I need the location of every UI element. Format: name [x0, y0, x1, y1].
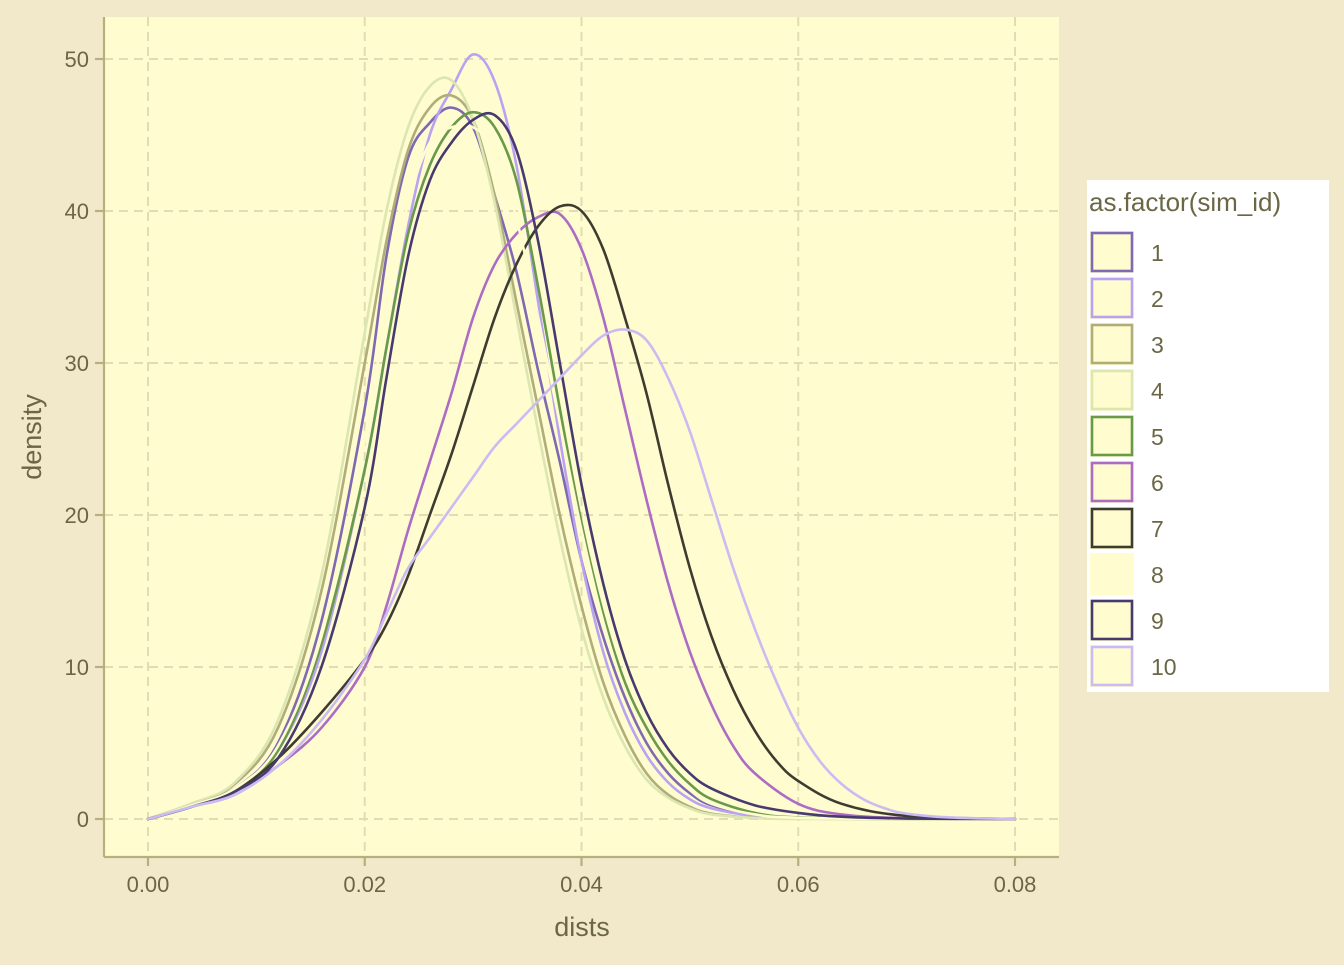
x-tick-label: 0.02	[343, 872, 386, 897]
legend-items: 1 2 3 4 5 6 7 8 9 10	[1090, 231, 1177, 687]
legend-key-10	[1090, 645, 1134, 687]
legend-label: 10	[1151, 654, 1177, 680]
legend-label: 2	[1151, 286, 1164, 312]
legend-key-4	[1090, 369, 1134, 411]
legend-key-8	[1090, 553, 1134, 595]
legend-label: 6	[1151, 470, 1164, 496]
legend-label: 4	[1151, 378, 1164, 404]
legend-key-border-3	[1090, 323, 1134, 365]
y-tick-label: 20	[65, 503, 89, 528]
legend-label: 5	[1151, 424, 1164, 450]
legend-key-1	[1090, 231, 1134, 273]
series-line-1	[146, 106, 1017, 821]
series-line-10	[146, 328, 1017, 821]
legend-key-5	[1090, 415, 1134, 457]
x-tick-label: 0.06	[777, 872, 820, 897]
series-line-8	[146, 123, 1017, 821]
legend-key-border-4	[1090, 369, 1134, 411]
y-tick-label: 50	[65, 47, 89, 72]
y-axis-label: density	[17, 394, 47, 480]
x-tick-label: 0.04	[560, 872, 603, 897]
series-line-9	[146, 111, 1017, 821]
legend-key-border-10	[1090, 645, 1134, 687]
series-line-6	[146, 210, 1017, 821]
legend-title: as.factor(sim_id)	[1089, 187, 1281, 217]
legend-key-border-9	[1090, 599, 1134, 641]
legend-key-7	[1090, 507, 1134, 549]
legend-key-border-5	[1090, 415, 1134, 457]
x-tick-label: 0.08	[994, 872, 1037, 897]
legend-key-border-1	[1090, 231, 1134, 273]
x-axis-label: dists	[554, 912, 610, 942]
y-tick-label: 10	[65, 655, 89, 680]
legend-key-6	[1090, 461, 1134, 503]
series-lines	[146, 53, 1017, 821]
series-line-4	[146, 76, 1017, 821]
legend-label: 3	[1151, 332, 1164, 358]
legend-label: 9	[1151, 608, 1164, 634]
legend-key-3	[1090, 323, 1134, 365]
legend-key-border-8	[1090, 553, 1134, 595]
tick-labels: 0.00 0.02 0.04 0.06 0.08 0 10 20 30 40 50	[65, 47, 1037, 897]
legend-label: 1	[1151, 240, 1164, 266]
x-tick-label: 0.00	[127, 872, 170, 897]
legend-key-2	[1090, 277, 1134, 319]
y-tick-label: 0	[77, 807, 89, 832]
legend: as.factor(sim_id) 1 2 3 4 5 6 7 8 9 10	[1087, 180, 1329, 692]
legend-label: 8	[1151, 562, 1164, 588]
legend-key-border-7	[1090, 507, 1134, 549]
legend-key-9	[1090, 599, 1134, 641]
y-tick-label: 40	[65, 199, 89, 224]
legend-label: 7	[1151, 516, 1164, 542]
legend-key-border-2	[1090, 277, 1134, 319]
legend-key-border-6	[1090, 461, 1134, 503]
y-tick-label: 30	[65, 351, 89, 376]
